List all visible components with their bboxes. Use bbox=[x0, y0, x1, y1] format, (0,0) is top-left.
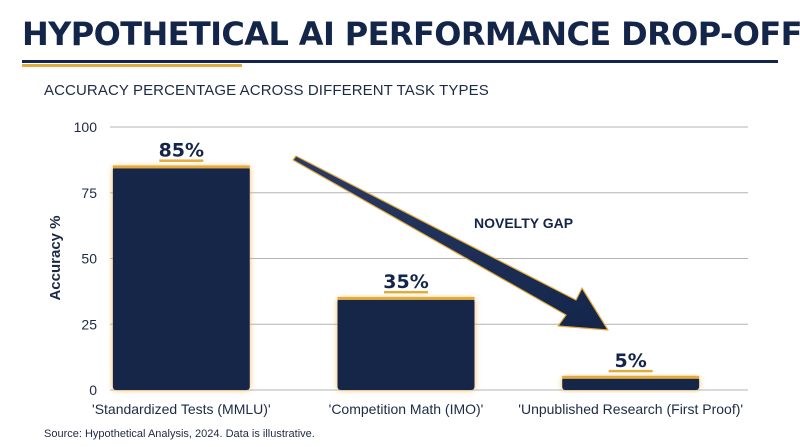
source-note: Source: Hypothetical Analysis, 2024. Dat… bbox=[44, 428, 315, 440]
bar-top-highlight bbox=[112, 165, 250, 169]
bar bbox=[562, 376, 700, 390]
novelty-gap-arrow bbox=[292, 155, 609, 331]
bar-top-highlight bbox=[337, 296, 475, 300]
y-tick-label: 25 bbox=[81, 316, 97, 332]
chart-subtitle: ACCURACY PERCENTAGE ACROSS DIFFERENT TAS… bbox=[44, 82, 489, 99]
x-tick-label: 'Unpublished Research (First Proof)' bbox=[518, 401, 743, 417]
y-axis-label: Accuracy % bbox=[47, 215, 64, 300]
title-accent-bar bbox=[22, 64, 242, 67]
title-divider bbox=[22, 60, 778, 63]
bar bbox=[337, 297, 475, 390]
y-tick-label: 75 bbox=[81, 185, 97, 201]
bar bbox=[112, 166, 250, 390]
y-tick-label: 0 bbox=[89, 382, 97, 398]
x-tick-label: 'Competition Math (IMO)' bbox=[329, 401, 484, 417]
x-tick-label: 'Standardized Tests (MMLU)' bbox=[92, 401, 271, 417]
value-label-underline bbox=[608, 369, 653, 373]
bar-top-highlight bbox=[562, 375, 700, 379]
novelty-gap-label: NOVELTY GAP bbox=[474, 215, 573, 231]
value-label-underline bbox=[159, 159, 204, 162]
value-label: 5% bbox=[615, 350, 647, 372]
value-label: 85% bbox=[159, 139, 204, 161]
y-tick-label: 100 bbox=[74, 119, 98, 135]
value-label: 35% bbox=[383, 271, 428, 293]
value-label-underline bbox=[384, 290, 428, 294]
chart-title: HYPOTHETICAL AI PERFORMANCE DROP-OFF bbox=[22, 15, 800, 53]
y-tick-label: 50 bbox=[81, 251, 97, 267]
